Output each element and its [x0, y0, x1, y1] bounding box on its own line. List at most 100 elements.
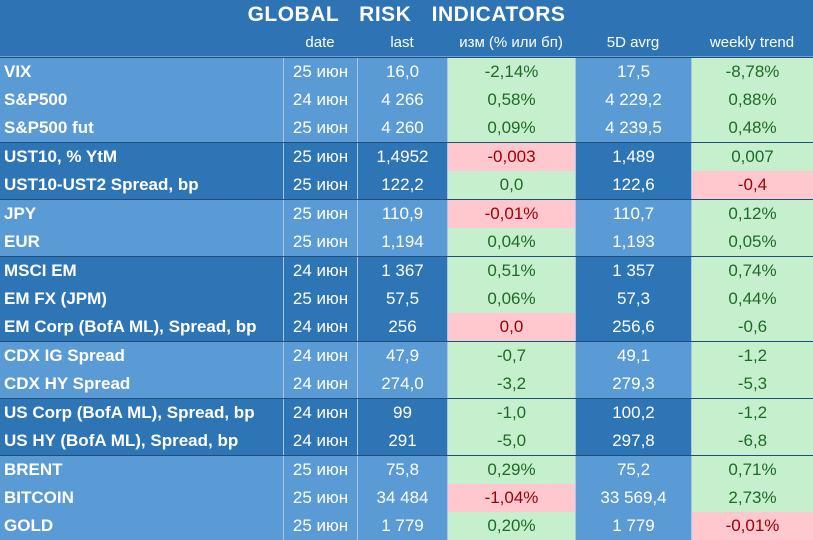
indicator-rows: VIX 25 июн 16,0 -2,14% 17,5 -8,78% S&P500 24 ию… [0, 57, 813, 540]
indicator-name-cell: US HY (BofA ML), Spread, bp [0, 427, 283, 455]
indicator-name-cell: EM FX (JPM) [0, 285, 283, 313]
date-cell: 25 июн [283, 228, 357, 256]
avg-5d-cell: 17,5 [575, 58, 691, 86]
indicator-name-cell: MSCI EM [0, 257, 283, 285]
last-value-cell: 1 367 [357, 257, 447, 285]
date-cell: 25 июн [283, 484, 357, 512]
change-cell: 0,0 [447, 171, 575, 199]
change-cell: -5,0 [447, 427, 575, 455]
change-cell: -2,14% [447, 58, 575, 86]
indicator-name-cell: GOLD [0, 512, 283, 540]
date-cell: 24 июн [283, 257, 357, 285]
weekly-trend-cell: 0,05% [691, 228, 813, 256]
date-cell: 25 июн [283, 285, 357, 313]
weekly-trend-cell: -8,78% [691, 58, 813, 86]
avg-5d-cell: 1 357 [575, 257, 691, 285]
last-value-cell: 99 [357, 399, 447, 427]
header-change: изм (% или бп) [459, 34, 563, 51]
table-row: MSCI EM 24 июн 1 367 0,51% 1 357 0,74% [0, 256, 813, 285]
weekly-trend-cell: 0,12% [691, 200, 813, 228]
date-cell: 24 июн [283, 427, 357, 455]
last-value-cell: 16,0 [357, 58, 447, 86]
last-value-cell: 110,9 [357, 200, 447, 228]
indicator-name-cell: CDX HY Spread [0, 370, 283, 398]
weekly-trend-cell: -1,2 [691, 399, 813, 427]
date-cell: 25 июн [283, 171, 357, 199]
weekly-trend-cell: 0,48% [691, 114, 813, 142]
change-cell: -3,2 [447, 370, 575, 398]
sheet-title: GLOBAL RISK INDICATORS [0, 0, 813, 30]
avg-5d-cell: 4 229,2 [575, 86, 691, 114]
date-cell: 25 июн [283, 114, 357, 142]
indicator-name-cell: EUR [0, 228, 283, 256]
indicator-name-cell: US Corp (BofA ML), Spread, bp [0, 399, 283, 427]
table-row: EUR 25 июн 1,194 0,04% 1,193 0,05% [0, 228, 813, 256]
avg-5d-cell: 279,3 [575, 370, 691, 398]
weekly-trend-cell: 2,73% [691, 484, 813, 512]
indicator-name-cell: VIX [0, 58, 283, 86]
last-value-cell: 47,9 [357, 342, 447, 370]
date-cell: 25 июн [283, 200, 357, 228]
avg-5d-cell: 297,8 [575, 427, 691, 455]
date-cell: 24 июн [283, 86, 357, 114]
weekly-trend-cell: -5,3 [691, 370, 813, 398]
weekly-trend-cell: -0,01% [691, 512, 813, 540]
weekly-trend-cell: 0,71% [691, 456, 813, 484]
last-value-cell: 75,8 [357, 456, 447, 484]
last-value-cell: 1 779 [357, 512, 447, 540]
table-row: UST10, % YtM 25 июн 1,4952 -0,003 1,489 0,007 [0, 142, 813, 171]
change-cell: 0,06% [447, 285, 575, 313]
date-cell: 24 июн [283, 399, 357, 427]
avg-5d-cell: 1,193 [575, 228, 691, 256]
change-cell: 0,51% [447, 257, 575, 285]
indicator-name-cell: BITCOIN [0, 484, 283, 512]
change-cell: 0,0 [447, 313, 575, 341]
table-row: CDX HY Spread 24 июн 274,0 -3,2 279,3 -5,3 [0, 370, 813, 398]
avg-5d-cell: 110,7 [575, 200, 691, 228]
date-cell: 24 июн [283, 342, 357, 370]
table-row: UST10-UST2 Spread, bp 25 июн 122,2 0,0 122,6… [0, 171, 813, 199]
change-cell: 0,09% [447, 114, 575, 142]
change-cell: -0,003 [447, 143, 575, 171]
table-row: GOLD 25 июн 1 779 0,20% 1 779 -0,01% [0, 512, 813, 540]
weekly-trend-cell: -0,6 [691, 313, 813, 341]
avg-5d-cell: 1,489 [575, 143, 691, 171]
weekly-trend-cell: -1,2 [691, 342, 813, 370]
avg-5d-cell: 33 569,4 [575, 484, 691, 512]
avg-5d-cell: 57,3 [575, 285, 691, 313]
last-value-cell: 274,0 [357, 370, 447, 398]
table-row: BRENT 25 июн 75,8 0,29% 75,2 0,71% [0, 455, 813, 484]
table-row: EM FX (JPM) 25 июн 57,5 0,06% 57,3 0,44% [0, 285, 813, 313]
header-name [0, 30, 283, 56]
last-value-cell: 34 484 [357, 484, 447, 512]
header-date: date [305, 34, 335, 51]
last-value-cell: 57,5 [357, 285, 447, 313]
change-cell: -0,7 [447, 342, 575, 370]
change-cell: 0,20% [447, 512, 575, 540]
table-row: JPY 25 июн 110,9 -0,01% 110,7 0,12% [0, 199, 813, 228]
table-row: S&P500 24 июн 4 266 0,58% 4 229,2 0,88% [0, 86, 813, 114]
last-value-cell: 4 260 [357, 114, 447, 142]
date-cell: 25 июн [283, 456, 357, 484]
avg-5d-cell: 122,6 [575, 171, 691, 199]
last-value-cell: 256 [357, 313, 447, 341]
avg-5d-cell: 1 779 [575, 512, 691, 540]
change-cell: -1,04% [447, 484, 575, 512]
table-row: US HY (BofA ML), Spread, bp 24 июн 291 -5,0… [0, 427, 813, 455]
date-cell: 25 июн [283, 58, 357, 86]
change-cell: -1,0 [447, 399, 575, 427]
date-cell: 25 июн [283, 143, 357, 171]
header-weekly-trend: weekly trend [709, 34, 795, 51]
last-value-cell: 1,194 [357, 228, 447, 256]
indicator-name-cell: S&P500 fut [0, 114, 283, 142]
header-last: last [390, 34, 414, 51]
change-cell: 0,58% [447, 86, 575, 114]
change-cell: 0,29% [447, 456, 575, 484]
avg-5d-cell: 75,2 [575, 456, 691, 484]
last-value-cell: 122,2 [357, 171, 447, 199]
header-row: date last изм (% или бп) 5D avrg weekly … [0, 30, 813, 57]
indicator-name-cell: UST10, % YtM [0, 143, 283, 171]
header-5d-avg: 5D avrg [606, 34, 660, 51]
avg-5d-cell: 256,6 [575, 313, 691, 341]
